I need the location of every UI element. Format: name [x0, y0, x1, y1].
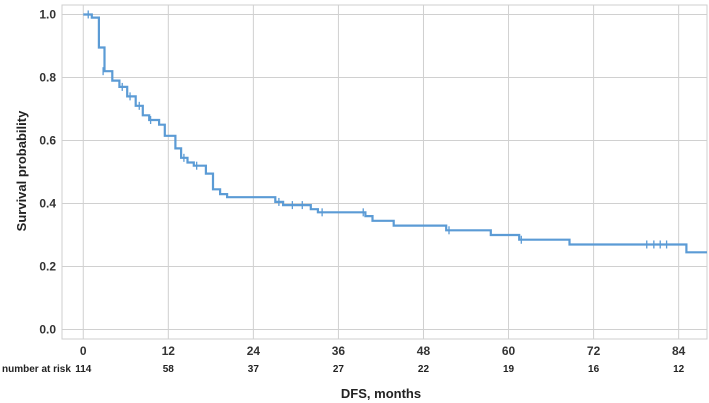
grid	[61, 4, 708, 340]
y-tick-label: 0.0	[39, 323, 56, 337]
x-tick-label: 24	[247, 344, 261, 358]
y-tick-label: 0.2	[39, 260, 56, 274]
y-axis-label: Survival probability	[14, 110, 29, 231]
risk-count: 19	[503, 364, 515, 375]
x-tick-labels: 0 12 24 36 48 60 72 84	[80, 344, 686, 358]
x-tick-label: 84	[672, 344, 686, 358]
risk-count: 27	[333, 364, 345, 375]
survival-step-line	[83, 13, 707, 254]
x-tick-label: 36	[332, 344, 346, 358]
survival-curve	[83, 13, 707, 254]
risk-count: 114	[75, 364, 92, 375]
x-tick-label: 72	[587, 344, 601, 358]
y-tick-label: 0.8	[39, 70, 56, 84]
x-tick-label: 0	[80, 344, 87, 358]
y-tick-label: 0.4	[39, 197, 56, 211]
censor-marks	[87, 10, 668, 249]
risk-count: 37	[248, 364, 260, 375]
x-tick-label: 12	[162, 344, 176, 358]
y-tick-labels: 0.0 0.2 0.4 0.6 0.8 1.0	[39, 7, 56, 336]
x-tick-label: 60	[502, 344, 516, 358]
x-tick-label: 48	[417, 344, 431, 358]
risk-table: number at risk 114 58 37 27 22 19 16 12	[2, 364, 685, 375]
risk-count: 12	[673, 364, 685, 375]
risk-count: 16	[588, 364, 600, 375]
x-axis-label: DFS, months	[341, 386, 421, 401]
risk-count: 58	[163, 364, 175, 375]
risk-count: 22	[418, 364, 430, 375]
plot-frame	[61, 4, 708, 340]
risk-table-label: number at risk	[2, 364, 71, 375]
y-tick-label: 1.0	[39, 7, 56, 21]
y-tick-label: 0.6	[39, 133, 56, 147]
